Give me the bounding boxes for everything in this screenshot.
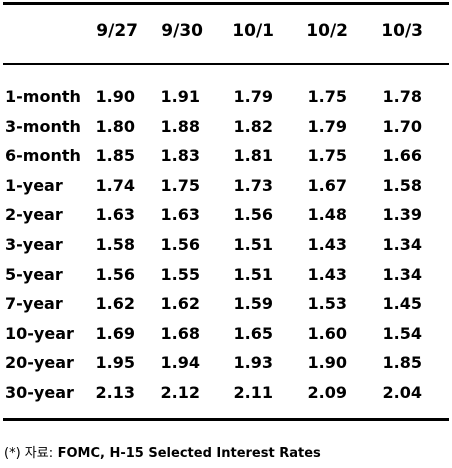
rate-cell: 1.74 <box>95 175 135 195</box>
rate-cell: 1.56 <box>95 264 135 284</box>
rate-cell: 1.63 <box>160 205 200 225</box>
rate-cell: 2.12 <box>160 382 200 402</box>
rate-cell: 1.66 <box>382 146 422 166</box>
row-label: 1-month <box>5 87 81 106</box>
rate-cell: 1.79 <box>307 116 347 136</box>
table-header: 9/27 9/30 10/1 10/2 10/3 <box>0 20 452 44</box>
table-bottom-rule <box>3 418 449 421</box>
table-row: 10-year 1.69 1.68 1.65 1.60 1.54 <box>0 323 452 353</box>
source-text: FOMC, H-15 Selected Interest Rates <box>57 446 321 461</box>
rate-cell: 1.55 <box>160 264 200 284</box>
rate-cell: 1.43 <box>307 264 347 284</box>
rate-cell: 1.85 <box>95 146 135 166</box>
rate-cell: 1.75 <box>307 146 347 166</box>
rate-cell: 1.51 <box>233 264 273 284</box>
rate-cell: 2.04 <box>382 382 422 402</box>
header-cell-date: 10/3 <box>381 21 423 41</box>
rate-cell: 2.09 <box>307 382 347 402</box>
rate-cell: 1.34 <box>382 264 422 284</box>
rate-cell: 1.75 <box>160 175 200 195</box>
table-row: 5-year 1.56 1.55 1.51 1.43 1.34 <box>0 264 452 294</box>
rate-cell: 1.90 <box>307 353 347 373</box>
rate-cell: 1.81 <box>233 146 273 166</box>
rate-cell: 1.60 <box>307 323 347 343</box>
rate-cell: 1.54 <box>382 323 422 343</box>
rate-cell: 1.91 <box>160 87 200 106</box>
rate-cell: 1.73 <box>233 175 273 195</box>
rate-cell: 1.58 <box>95 234 135 254</box>
rate-cell: 1.34 <box>382 234 422 254</box>
table-row: 3-year 1.58 1.56 1.51 1.43 1.34 <box>0 234 452 264</box>
row-label: 1-year <box>5 175 63 195</box>
table-row: 6-month 1.85 1.83 1.81 1.75 1.66 <box>0 145 452 175</box>
row-label: 3-month <box>5 116 81 136</box>
table-row: 20-year 1.95 1.94 1.93 1.90 1.85 <box>0 352 452 382</box>
rate-cell: 1.45 <box>382 294 422 314</box>
header-cell-date: 10/1 <box>232 21 274 41</box>
table-row: 7-year 1.62 1.62 1.59 1.53 1.45 <box>0 293 452 323</box>
rate-cell: 1.83 <box>160 146 200 166</box>
table-row: 1-month 1.90 1.91 1.79 1.75 1.78 <box>0 86 452 116</box>
table-row: 2-year 1.63 1.63 1.56 1.48 1.39 <box>0 204 452 234</box>
row-label: 3-year <box>5 234 63 254</box>
rate-cell: 1.53 <box>307 294 347 314</box>
rate-cell: 1.68 <box>160 323 200 343</box>
rate-cell: 1.88 <box>160 116 200 136</box>
table-row: 30-year 2.13 2.12 2.11 2.09 2.04 <box>0 382 452 412</box>
rate-cell: 1.62 <box>160 294 200 314</box>
rate-cell: 1.58 <box>382 175 422 195</box>
rate-cell: 1.48 <box>307 205 347 225</box>
rate-cell: 1.82 <box>233 116 273 136</box>
rate-cell: 1.69 <box>95 323 135 343</box>
table-header-rule <box>3 63 449 65</box>
row-label: 5-year <box>5 264 63 284</box>
rate-cell: 1.79 <box>233 87 273 106</box>
header-cell-date: 10/2 <box>306 21 348 41</box>
rate-cell: 1.85 <box>382 353 422 373</box>
row-label: 6-month <box>5 146 81 166</box>
rate-cell: 1.70 <box>382 116 422 136</box>
rate-cell: 1.56 <box>233 205 273 225</box>
header-cell-date: 9/27 <box>96 21 138 41</box>
rate-cell: 1.94 <box>160 353 200 373</box>
table-top-rule <box>3 2 449 5</box>
header-cell-date: 9/30 <box>161 21 203 41</box>
rate-cell: 1.75 <box>307 87 347 106</box>
row-label: 30-year <box>5 382 74 402</box>
rate-cell: 1.95 <box>95 353 135 373</box>
table-row: 1-year 1.74 1.75 1.73 1.67 1.58 <box>0 175 452 205</box>
table-body: 1-month 1.90 1.91 1.79 1.75 1.78 3-month 1.80 1.… <box>0 86 452 412</box>
rate-cell: 1.65 <box>233 323 273 343</box>
rate-cell: 1.62 <box>95 294 135 314</box>
rate-cell: 1.59 <box>233 294 273 314</box>
rate-cell: 2.13 <box>95 382 135 402</box>
source-prefix: (*) 자료: <box>4 446 54 461</box>
rate-cell: 1.80 <box>95 116 135 136</box>
rate-cell: 1.78 <box>382 87 422 106</box>
rate-cell: 1.93 <box>233 353 273 373</box>
row-label: 10-year <box>5 323 74 343</box>
rate-cell: 2.11 <box>233 382 273 402</box>
row-label: 7-year <box>5 294 63 314</box>
row-label: 20-year <box>5 353 74 373</box>
table-row: 3-month 1.80 1.88 1.82 1.79 1.70 <box>0 116 452 146</box>
rate-cell: 1.67 <box>307 175 347 195</box>
rate-cell: 1.56 <box>160 234 200 254</box>
source-note: (*) 자료: FOMC, H-15 Selected Interest Rat… <box>4 446 321 462</box>
rate-cell: 1.43 <box>307 234 347 254</box>
row-label: 2-year <box>5 205 63 225</box>
rate-cell: 1.51 <box>233 234 273 254</box>
rate-cell: 1.39 <box>382 205 422 225</box>
rate-cell: 1.63 <box>95 205 135 225</box>
rate-cell: 1.90 <box>95 87 135 106</box>
